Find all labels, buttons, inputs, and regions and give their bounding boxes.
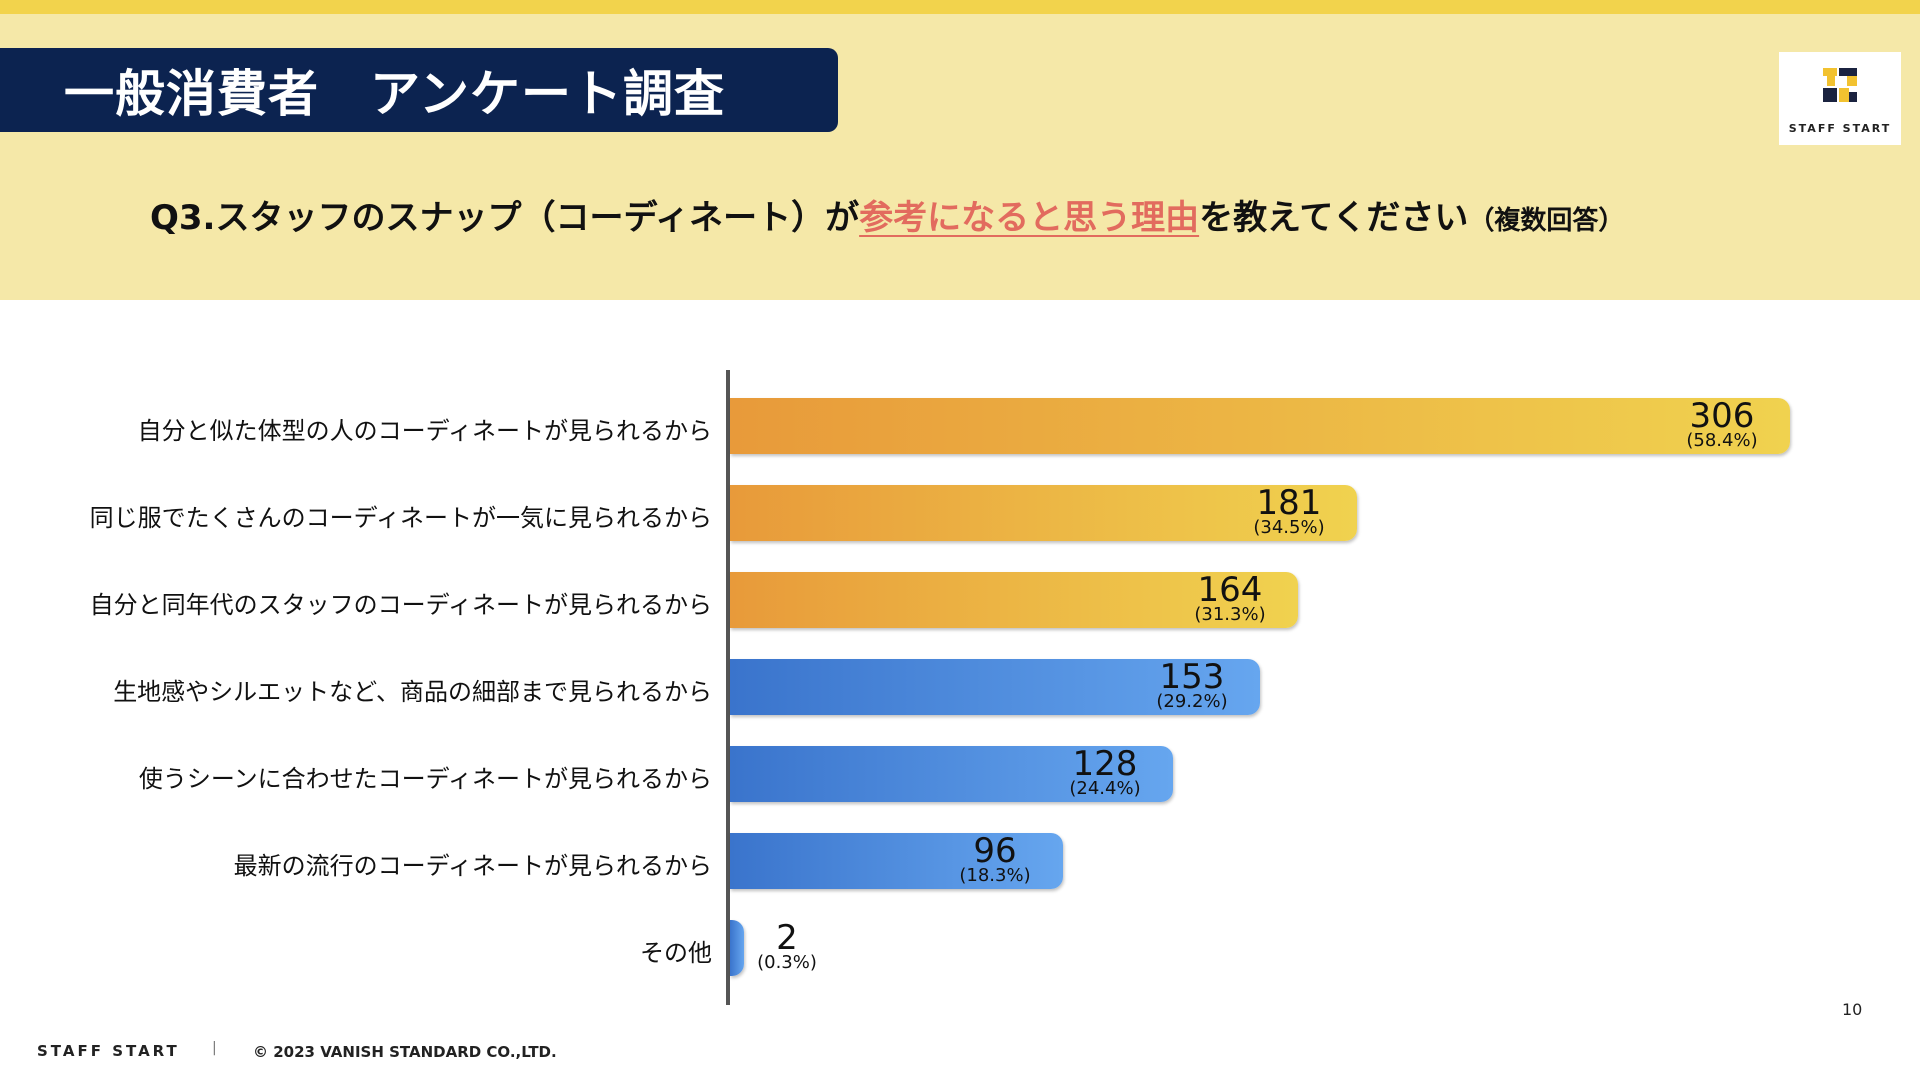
category-label: 生地感やシルエットなど、商品の細部まで見られるから [113, 678, 712, 706]
bar [730, 398, 1790, 454]
footer-copyright: © 2023 VANISH STANDARD CO.,LTD. [253, 1043, 557, 1061]
page-title: 一般消費者 アンケート調査 [64, 65, 725, 123]
data-label: 164 (31.3%) [1170, 570, 1290, 625]
percent-label: (24.4%) [1069, 778, 1141, 799]
data-label: 128 (24.4%) [1045, 744, 1165, 799]
bar [730, 485, 1357, 541]
value-label: 153 [1159, 657, 1225, 697]
percent-label: (34.5%) [1253, 517, 1325, 538]
percent-label: (29.2%) [1156, 691, 1228, 712]
question-highlight: 参考になると思う理由 [859, 198, 1200, 238]
value-label: 2 [776, 918, 798, 958]
bar-chart: 自分と似た体型の人のコーディネートが見られるから 306 (58.4%) 同じ服でたく… [0, 360, 1920, 1010]
header-topbar [0, 0, 1920, 14]
bar [730, 833, 1063, 889]
value-label: 306 [1689, 396, 1755, 436]
category-label: 自分と似た体型の人のコーディネートが見られるから [137, 417, 712, 445]
staff-start-logo: STAFF START [1779, 52, 1901, 145]
question-prefix: Q3.スタッフのスナップ（コーディネート）が [150, 198, 860, 238]
logo-text: STAFF START [1788, 122, 1892, 135]
question-suffix: を教えてください [1199, 198, 1469, 238]
percent-label: (31.3%) [1194, 604, 1266, 625]
footer-brand: STAFF START [37, 1042, 180, 1060]
question-text: Q3.スタッフのスナップ（コーディネート）が参考になると思う理由を教えてください… [150, 190, 1624, 240]
data-label: 96 (18.3%) [935, 831, 1055, 886]
bar [730, 920, 744, 976]
data-label: 181 (34.5%) [1229, 483, 1349, 538]
value-label: 164 [1197, 570, 1263, 610]
footer-separator: | [212, 1040, 217, 1056]
header-band [0, 0, 1920, 300]
percent-label: (0.3%) [757, 952, 817, 973]
percent-label: (58.4%) [1686, 430, 1758, 451]
title-box: 一般消費者 アンケート調査 [0, 48, 838, 132]
data-label: 153 (29.2%) [1132, 657, 1252, 712]
y-axis-line [726, 370, 730, 1005]
bar [730, 659, 1260, 715]
percent-label: (18.3%) [959, 865, 1031, 886]
question-note: （複数回答） [1468, 206, 1625, 236]
value-label: 128 [1072, 744, 1138, 784]
category-label: 同じ服でたくさんのコーディネートが一気に見られるから [89, 504, 712, 532]
category-label: 最新の流行のコーディネートが見られるから [233, 852, 712, 880]
value-label: 181 [1256, 483, 1322, 523]
bar [730, 572, 1298, 628]
category-label: その他 [640, 939, 712, 967]
page-number: 10 [1842, 1000, 1863, 1019]
category-label: 自分と同年代のスタッフのコーディネートが見られるから [89, 591, 712, 619]
data-label: 306 (58.4%) [1662, 396, 1782, 451]
category-label: 使うシーンに合わせたコーディネートが見られるから [138, 765, 712, 793]
bar [730, 746, 1173, 802]
data-label: 2 (0.3%) [752, 918, 822, 973]
value-label: 96 [973, 831, 1017, 871]
staff-start-logo-icon [1823, 68, 1857, 102]
